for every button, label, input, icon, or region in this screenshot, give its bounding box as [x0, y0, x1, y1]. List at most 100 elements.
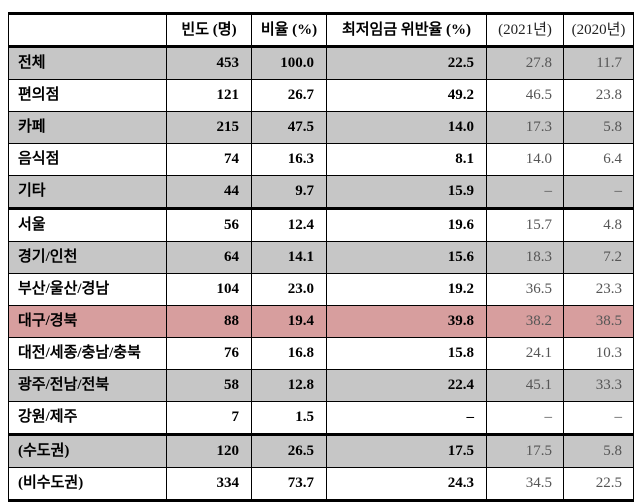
table-row: 부산/울산/경남 104 23.0 19.2 36.5 23.3	[9, 274, 633, 306]
cell-rate-2020: –	[563, 176, 633, 207]
cell-rate-2021: 14.0	[486, 144, 563, 175]
cell-row-label: 부산/울산/경남	[18, 281, 110, 297]
cell-violation-rate: 24.3	[326, 468, 486, 499]
cell-ratio: 26.7	[251, 80, 326, 111]
cell-row-label: 전체	[18, 55, 46, 71]
cell-rate-2021: 18.3	[486, 242, 563, 273]
table-row: 서울 56 12.4 19.6 15.7 4.8	[9, 210, 633, 242]
cell-rate-2021: 45.1	[486, 370, 563, 401]
cell-frequency: 56	[166, 210, 251, 241]
cell-ratio: 12.8	[251, 370, 326, 401]
cell-frequency: 76	[166, 338, 251, 369]
table-row: 카페 215 47.5 14.0 17.3 5.8	[9, 112, 633, 144]
cell-rate-2020: 5.8	[563, 112, 633, 143]
header-violation-rate: 최저임금 위반율 (%)	[326, 15, 486, 45]
cell-rate-2021: 46.5	[486, 80, 563, 111]
table-row: 편의점 121 26.7 49.2 46.5 23.8	[9, 80, 633, 112]
cell-rate-2021: 38.2	[486, 306, 563, 337]
cell-rate-2021: –	[486, 402, 563, 433]
table-row: 음식점 74 16.3 8.1 14.0 6.4	[9, 144, 633, 176]
table-row: (비수도권) 334 73.7 24.3 34.5 22.5	[9, 468, 633, 499]
cell-frequency: 120	[166, 436, 251, 467]
cell-ratio: 100.0	[251, 48, 326, 79]
cell-rate-2020: 10.3	[563, 338, 633, 369]
cell-violation-rate: 39.8	[326, 306, 486, 337]
cell-rate-2021: –	[486, 176, 563, 207]
cell-ratio: 73.7	[251, 468, 326, 499]
cell-frequency: 64	[166, 242, 251, 273]
cell-violation-rate: 19.6	[326, 210, 486, 241]
cell-frequency: 121	[166, 80, 251, 111]
cell-rate-2020: 4.8	[563, 210, 633, 241]
header-ratio: 비율 (%)	[251, 15, 326, 45]
cell-row-label: (수도권)	[18, 443, 70, 459]
cell-ratio: 47.5	[251, 112, 326, 143]
cell-ratio: 14.1	[251, 242, 326, 273]
table-row: (수도권) 120 26.5 17.5 17.5 5.8	[9, 436, 633, 468]
cell-ratio: 16.8	[251, 338, 326, 369]
cell-ratio: 12.4	[251, 210, 326, 241]
cell-rate-2020: 11.7	[563, 48, 633, 79]
cell-row-label: 광주/전남/전북	[18, 377, 110, 393]
cell-rate-2020: 7.2	[563, 242, 633, 273]
cell-frequency: 215	[166, 112, 251, 143]
cell-ratio: 26.5	[251, 436, 326, 467]
cell-violation-rate: 14.0	[326, 112, 486, 143]
cell-row-label: 음식점	[18, 151, 60, 167]
cell-frequency: 58	[166, 370, 251, 401]
cell-row-label: 기타	[18, 183, 46, 199]
cell-rate-2020: 33.3	[563, 370, 633, 401]
cell-row-label: 대전/세종/충남/충북	[18, 345, 141, 361]
cell-ratio: 9.7	[251, 176, 326, 207]
table-body: 전체 453 100.0 22.5 27.8 11.7 편의점 121 26.7 49.2 46.5…	[9, 48, 633, 499]
cell-rate-2021: 36.5	[486, 274, 563, 305]
cell-frequency: 88	[166, 306, 251, 337]
cell-rate-2020: 22.5	[563, 468, 633, 499]
cell-frequency: 7	[166, 402, 251, 433]
cell-frequency: 44	[166, 176, 251, 207]
cell-ratio: 19.4	[251, 306, 326, 337]
table-row: 경기/인천 64 14.1 15.6 18.3 7.2	[9, 242, 633, 274]
cell-violation-rate: 49.2	[326, 80, 486, 111]
header-frequency: 빈도 (명)	[166, 15, 251, 45]
cell-violation-rate: 15.6	[326, 242, 486, 273]
cell-rate-2021: 15.7	[486, 210, 563, 241]
cell-ratio: 23.0	[251, 274, 326, 305]
cell-violation-rate: 15.8	[326, 338, 486, 369]
table-header-row: 빈도 (명) 비율 (%) 최저임금 위반율 (%) (2021년) (2020…	[9, 15, 633, 48]
cell-frequency: 74	[166, 144, 251, 175]
header-rate-2020: (2020년)	[563, 15, 633, 45]
minimum-wage-violation-table: 빈도 (명) 비율 (%) 최저임금 위반율 (%) (2021년) (2020…	[8, 12, 634, 502]
cell-rate-2021: 17.3	[486, 112, 563, 143]
cell-rate-2021: 27.8	[486, 48, 563, 79]
cell-violation-rate: 22.4	[326, 370, 486, 401]
cell-violation-rate: 17.5	[326, 436, 486, 467]
cell-row-label: 카페	[18, 119, 46, 135]
table-row: 광주/전남/전북 58 12.8 22.4 45.1 33.3	[9, 370, 633, 402]
cell-violation-rate: 15.9	[326, 176, 486, 207]
header-rate-2021: (2021년)	[486, 15, 563, 45]
cell-rate-2020: 23.3	[563, 274, 633, 305]
cell-rate-2020: 5.8	[563, 436, 633, 467]
table-row: 전체 453 100.0 22.5 27.8 11.7	[9, 48, 633, 80]
cell-frequency: 453	[166, 48, 251, 79]
cell-violation-rate: 8.1	[326, 144, 486, 175]
cell-row-label: 서울	[18, 217, 46, 233]
cell-row-label: 강원/제주	[18, 409, 78, 425]
cell-rate-2021: 24.1	[486, 338, 563, 369]
cell-rate-2021: 34.5	[486, 468, 563, 499]
cell-rate-2020: 23.8	[563, 80, 633, 111]
table-row: 강원/제주 7 1.5– – –	[9, 402, 633, 436]
cell-row-label: 경기/인천	[18, 249, 78, 265]
table-row: 기타 44 9.7 15.9– –	[9, 176, 633, 210]
cell-rate-2020: 38.5	[563, 306, 633, 337]
header-row-label	[9, 15, 166, 45]
cell-ratio: 1.5	[251, 402, 326, 433]
cell-rate-2021: 17.5	[486, 436, 563, 467]
cell-row-label: 대구/경북	[18, 313, 78, 329]
table-row: 대전/세종/충남/충북 76 16.8 15.8 24.1 10.3	[9, 338, 633, 370]
cell-violation-rate: –	[326, 402, 486, 433]
cell-rate-2020: –	[563, 402, 633, 433]
table-row: 대구/경북 88 19.4 39.8 38.2 38.5	[9, 306, 633, 338]
cell-rate-2020: 6.4	[563, 144, 633, 175]
